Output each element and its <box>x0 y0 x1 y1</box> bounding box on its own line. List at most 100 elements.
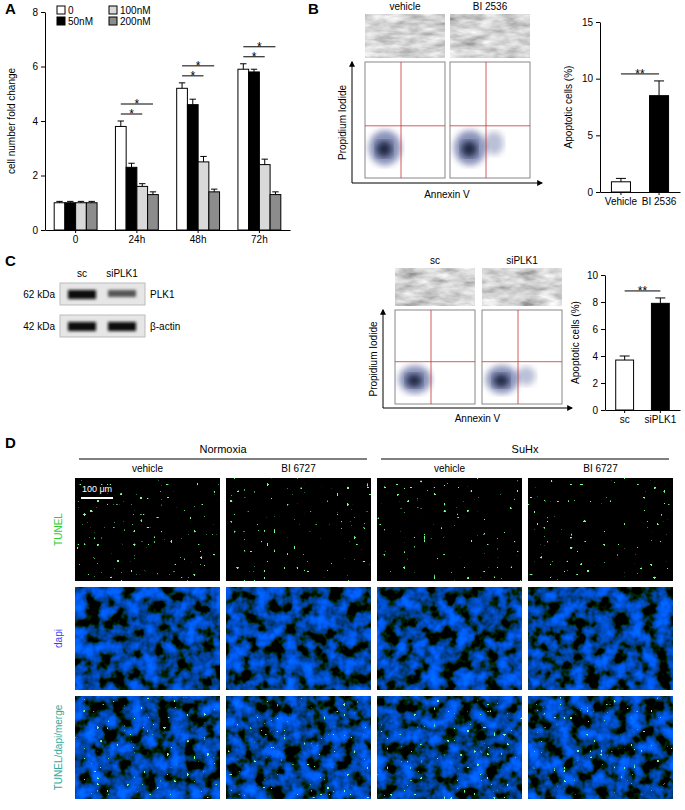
bar-chart: 0246810scsiPLK1Apoptotic cells (%)** <box>570 270 681 425</box>
bar <box>137 186 148 230</box>
phase-image <box>395 268 475 306</box>
tick: sc <box>620 410 630 425</box>
dapi-texture <box>528 587 673 690</box>
flow-frame <box>482 310 562 404</box>
legend-label: 50nM <box>68 16 93 27</box>
tick-mark <box>660 410 661 413</box>
significance-label: * <box>257 40 262 54</box>
tick-label: 2 <box>32 170 38 181</box>
image-background <box>75 696 220 799</box>
tick-mark <box>601 383 605 384</box>
scale-bar <box>81 497 113 499</box>
y-axis: 051015 <box>582 17 601 198</box>
tick-mark <box>601 275 605 276</box>
bar <box>198 162 209 230</box>
error-bar <box>654 81 664 96</box>
dapi-texture <box>75 696 220 799</box>
axis-title: Apoptotic cells (%) <box>563 66 574 149</box>
micrograph <box>528 587 673 690</box>
error-bar <box>118 121 124 126</box>
tick-label: Vehicle <box>605 196 638 207</box>
panel-label: C <box>5 252 16 269</box>
tick-mark <box>41 176 45 177</box>
cell-cloud <box>516 366 535 385</box>
tick-label: 6 <box>32 61 38 72</box>
error-bar <box>88 201 94 202</box>
tunel-signal <box>528 696 673 799</box>
tick-mark <box>198 230 199 233</box>
quadrant-line <box>431 310 432 404</box>
bar <box>616 360 634 410</box>
dapi-texture <box>528 696 673 799</box>
image-label: vehicle <box>389 1 421 12</box>
bar <box>270 195 281 230</box>
micrograph <box>377 587 522 690</box>
image-background <box>377 587 522 690</box>
axis-line <box>605 276 606 411</box>
row-label: TUNEL/dapi/merge <box>53 704 64 790</box>
tick-label: 15 <box>582 17 594 28</box>
quadrant-line <box>482 361 562 362</box>
bar <box>76 203 87 230</box>
tick-label: 10 <box>582 73 594 84</box>
tick-mark <box>41 121 45 122</box>
tick-mark <box>601 356 605 357</box>
panel-label: A <box>5 0 16 17</box>
lane-label: siPLK1 <box>106 268 138 279</box>
tick-label: 0 <box>592 405 598 416</box>
micrograph <box>75 696 220 799</box>
axis-title: Apoptotic cells (%) <box>570 301 581 384</box>
tick-mark <box>624 410 625 413</box>
error-bar <box>272 192 278 195</box>
tick-label: 8 <box>592 297 598 308</box>
image-label: BI 2536 <box>473 1 508 12</box>
tick: 4 <box>592 351 605 362</box>
tick-mark <box>596 135 600 136</box>
image-background <box>528 478 673 581</box>
axis-title: Annexin V <box>424 189 470 200</box>
axis-line <box>46 230 291 231</box>
lane-label: sc <box>77 268 87 279</box>
bar <box>611 182 630 192</box>
tunel-signal <box>377 478 522 581</box>
quadrant-line <box>401 62 402 178</box>
quadrant-line <box>450 125 530 126</box>
tick-label: 10 <box>587 270 599 281</box>
dapi-texture <box>377 587 522 690</box>
micrograph <box>75 478 220 581</box>
flow-plot <box>395 310 475 404</box>
bar <box>238 69 249 230</box>
axis-title: cell number fold change <box>6 67 17 174</box>
tick: 0 <box>587 187 600 198</box>
tick-mark <box>596 22 600 23</box>
flow-plot <box>482 310 562 404</box>
error-bar <box>200 156 206 161</box>
group-header: Normoxia <box>199 443 247 455</box>
panel-label: B <box>308 0 319 17</box>
tunel-signal <box>528 478 673 581</box>
micrograph <box>528 478 673 581</box>
error-bar <box>150 192 156 195</box>
tick: 10 <box>582 73 600 84</box>
tick: 0 <box>592 405 605 416</box>
panel-label: D <box>5 434 16 451</box>
group-header: SuHx <box>512 443 539 455</box>
legend-swatch <box>57 17 65 25</box>
tick: 8 <box>592 297 605 308</box>
legend-swatch <box>109 17 117 25</box>
blot-strip <box>60 315 145 337</box>
bar-chart: 051015VehicleBI 2536Apoptotic cells (%)*… <box>563 17 681 207</box>
tick-mark <box>601 329 605 330</box>
bar-chart: 02468024h48h72hcell number fold change05… <box>6 5 291 246</box>
quadrant-line <box>486 62 487 178</box>
plot-area <box>611 81 668 192</box>
bar <box>54 203 65 230</box>
significance-label: * <box>196 59 201 73</box>
axis-arrow <box>352 183 542 184</box>
image-background <box>377 478 522 581</box>
image-background <box>377 696 522 799</box>
phase-image <box>365 14 445 58</box>
tick-label: 0 <box>587 187 593 198</box>
tick-mark <box>601 410 605 411</box>
tick-mark <box>41 12 45 13</box>
